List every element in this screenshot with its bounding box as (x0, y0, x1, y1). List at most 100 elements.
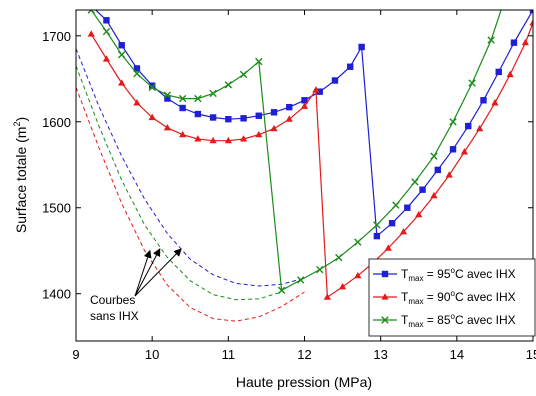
series-0-point (225, 115, 232, 123)
series-0-point (465, 122, 472, 130)
series-2-point (354, 238, 362, 246)
series-1-point (445, 171, 453, 178)
series-1-point (491, 99, 499, 106)
series-2-point (194, 94, 202, 103)
legend-label-2: Tmax = 85oC avec IHX (401, 312, 516, 329)
series-line-2 (90, 10, 502, 292)
series-1-point (476, 124, 484, 132)
series-lines (87, 3, 533, 300)
legend-marker-1 (381, 293, 389, 300)
legend-label-1: Tmax = 90oC avec IHX (401, 289, 516, 306)
series-1-point (270, 124, 278, 132)
legend-marker-2 (381, 316, 389, 324)
series-0-point (388, 220, 396, 227)
y-tick-label: 1700 (42, 29, 71, 44)
series-2-point (449, 118, 457, 126)
legend-label-0: Tmax = 95oC avec IHX (401, 266, 516, 283)
series-2-point (316, 265, 324, 274)
legend: Tmax = 95oC avec IHX Tmax = 90oC avec IHX… (368, 258, 536, 337)
series-1-point (224, 136, 232, 144)
x-tick-label: 14 (450, 347, 464, 362)
series-2-point (373, 221, 381, 229)
series-2-point (499, 3, 505, 9)
series-2-point (133, 69, 141, 78)
x-tick-label: 12 (297, 347, 311, 362)
series-2-point (239, 70, 248, 79)
y-tick-label: 1400 (42, 287, 71, 302)
series-0-point (179, 104, 186, 112)
series-1-point (338, 283, 347, 290)
x-tick-label: 11 (222, 347, 236, 362)
series-1-point (194, 135, 202, 142)
series-1-point (87, 30, 95, 37)
y-axis-title-text: Surface totale (m (13, 127, 29, 234)
series-1-point (415, 210, 423, 218)
series-2-point (178, 94, 187, 103)
series-0-point (286, 103, 293, 111)
annotation-arrow (134, 249, 152, 297)
series-0-point (148, 82, 156, 89)
series-1-point (529, 19, 533, 26)
series-2-point (411, 178, 419, 186)
series-1-point (323, 293, 331, 300)
series-1-point (148, 113, 156, 121)
series-0-point (270, 109, 278, 116)
series-0-point (88, 3, 94, 9)
series-0-point (373, 232, 381, 240)
series-1-point (300, 102, 309, 109)
series-1-point (209, 136, 217, 144)
series-0-point (495, 68, 502, 76)
series-2-point (118, 51, 126, 59)
series-0-point (358, 43, 365, 51)
series-2-point (468, 79, 476, 87)
series-0-point (419, 186, 426, 193)
series-0-point (404, 204, 411, 211)
x-tick-label: 10 (145, 347, 159, 362)
series-0-point (449, 146, 457, 153)
series-0-point (301, 97, 308, 104)
series-1-point (239, 135, 248, 142)
series-0-point (316, 88, 323, 95)
series-1-point (133, 99, 141, 106)
annotation-line-2: sans IHX (90, 309, 139, 323)
series-2-point (392, 201, 400, 209)
series-2-point (430, 152, 438, 160)
legend-marker-0 (381, 270, 389, 278)
series-2-point (277, 286, 286, 294)
y-tick-label: 1500 (42, 201, 71, 216)
series-0-point (164, 95, 171, 102)
series-1-point (384, 244, 392, 251)
series-1-point (430, 191, 438, 199)
annotation-arrow (134, 248, 161, 297)
series-1-point (118, 79, 126, 86)
series-line-1 (90, 22, 533, 299)
dashed-curve-0 (76, 48, 305, 287)
annotation-line-1: Courbes (90, 293, 135, 307)
series-1-point (399, 228, 408, 235)
series-2-point (255, 57, 263, 66)
dashed-curves (76, 48, 305, 322)
series-2-point (87, 10, 95, 14)
series-0-point (103, 17, 110, 24)
annotation-arrow (134, 248, 182, 297)
series-0-point (510, 39, 518, 46)
series-2-point (296, 276, 305, 284)
series-1-point (521, 38, 529, 46)
series-0-point (331, 77, 339, 84)
series-0-point (240, 115, 247, 122)
series-1-point (460, 148, 469, 155)
dashed-curve-2 (76, 87, 305, 322)
series-1-point (179, 130, 187, 138)
series-2-point (163, 91, 172, 99)
series-0-point (209, 114, 217, 121)
y-axis-title-sup: 2 (12, 122, 22, 127)
series-0-point (347, 63, 354, 70)
series-1-point (102, 55, 111, 62)
x-tick-label: 15 (526, 347, 536, 362)
series-1-point (312, 86, 320, 93)
x-tick-label: 9 (72, 347, 79, 362)
dashed-curve-1 (76, 65, 282, 301)
annotation-courbes-sans-ihx: Courbes sans IHX (90, 248, 182, 323)
series-2-point (148, 83, 156, 92)
series-0-point (133, 65, 141, 72)
